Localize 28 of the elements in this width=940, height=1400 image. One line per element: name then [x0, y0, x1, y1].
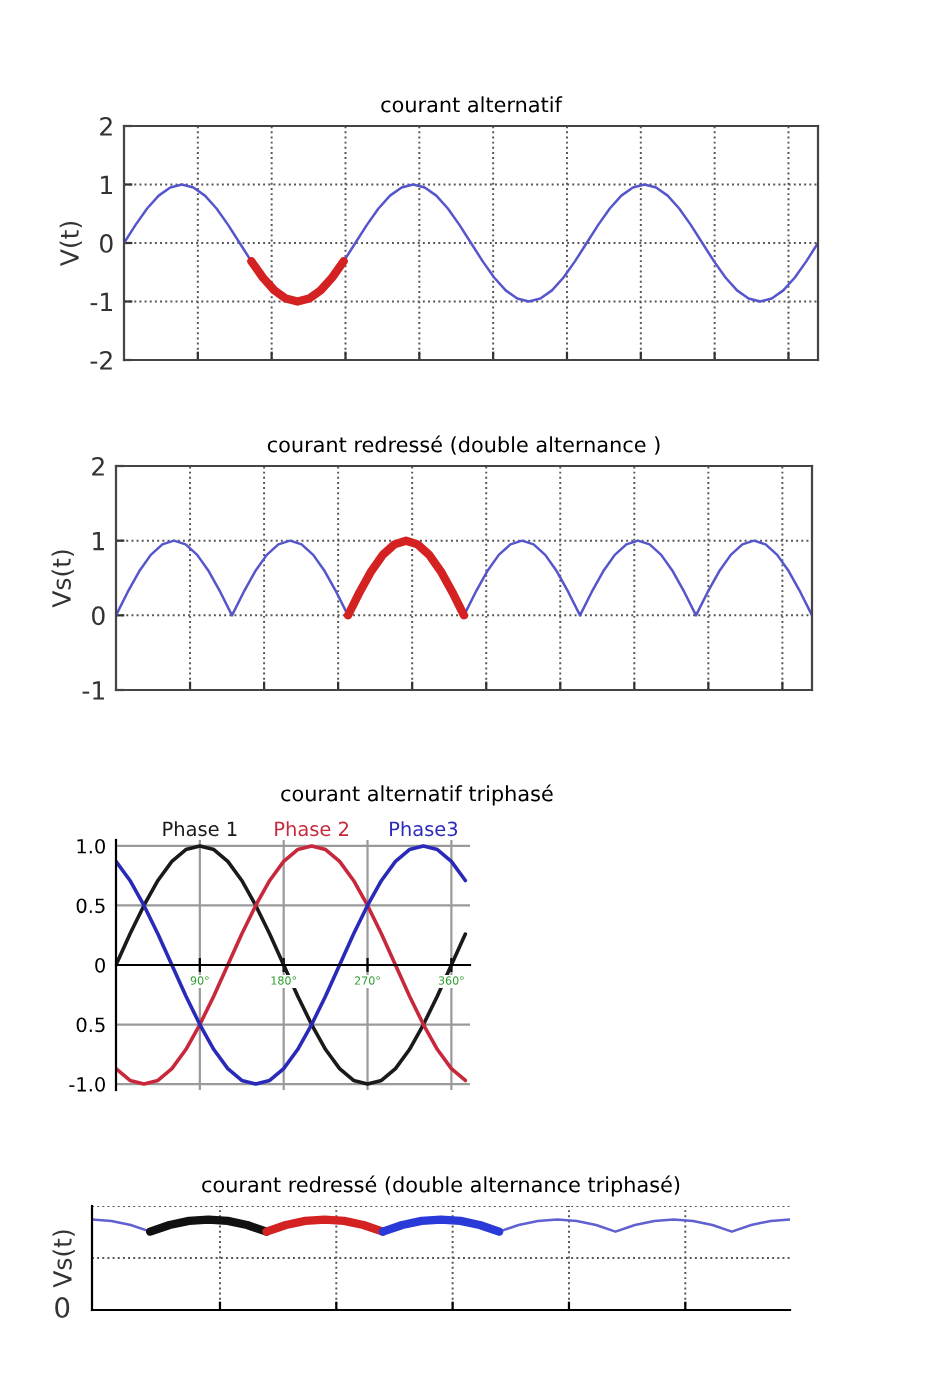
y-tick-label: 0.5 [76, 1017, 105, 1033]
chart-title: courant alternatif triphasé [281, 784, 553, 806]
y-tick-label: 1.0 [77, 838, 105, 854]
line-series [116, 844, 468, 1086]
text: 0 [55, 1297, 70, 1319]
y-axis-title: Vs(t) [52, 1230, 75, 1288]
y-tick-label: 2 [92, 456, 104, 476]
line-series [247, 256, 348, 306]
chart-title: courant redressé (double alternance ) [267, 435, 660, 455]
line-series [343, 536, 469, 620]
y-tick-label: -1 [82, 681, 104, 700]
y-tick-label: 0 [92, 606, 105, 626]
chart-title: courant alternatif [381, 96, 563, 113]
y-tick-label: -1 [90, 292, 112, 311]
y-tick-label: 0 [100, 233, 113, 253]
y-axis-title: Vs(t) [51, 550, 74, 608]
y-axis-title: V(t) [59, 221, 82, 267]
y-tick-label: 0.5 [76, 898, 105, 914]
y-tick-label: 1 [93, 531, 104, 551]
series-label: Phase3 [390, 821, 458, 837]
y-tick-label: -2 [90, 350, 112, 370]
y-tick-label: 1 [101, 175, 112, 194]
series-label: Phase 1 [163, 821, 237, 837]
y-tick-label: -1.0 [69, 1077, 105, 1092]
chart-title: courant redressé (double alternance triphasé) [202, 1175, 680, 1197]
y-tick-label: 0 [95, 957, 105, 973]
y-tick-label: 2 [100, 116, 112, 136]
series-label: Phase 2 [275, 821, 348, 837]
